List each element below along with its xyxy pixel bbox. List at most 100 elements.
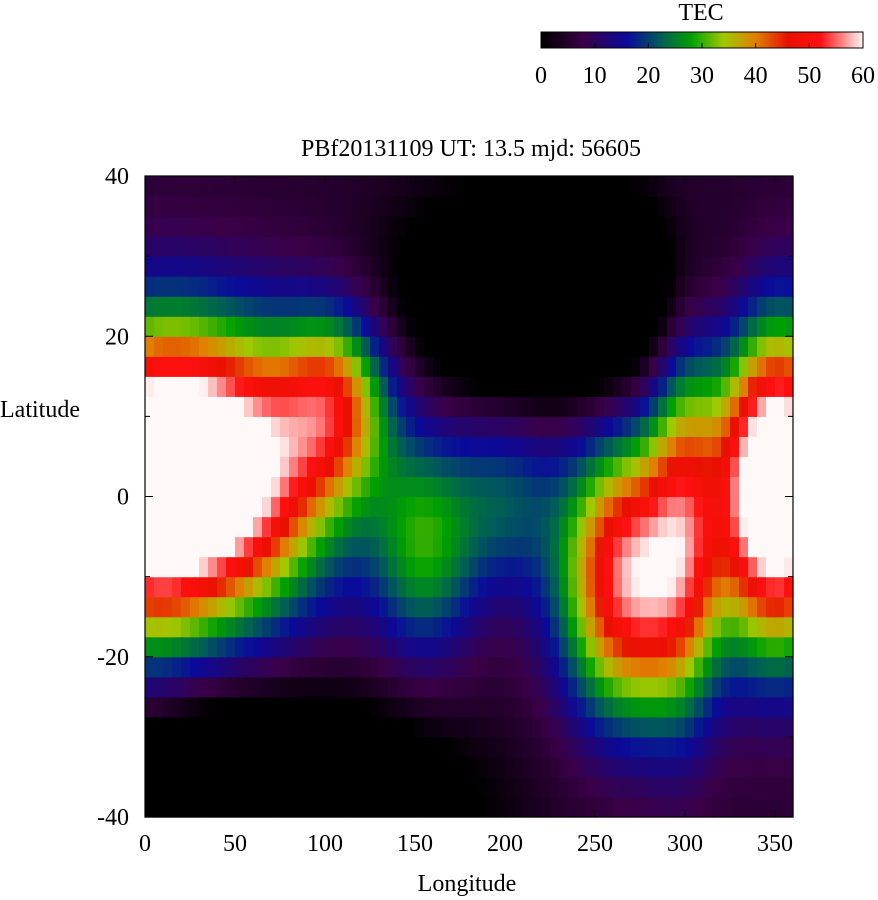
heatmap-cell [163,796,173,818]
heatmap-cell [145,376,155,397]
heatmap-cell [235,356,245,377]
heatmap-cell [496,736,506,758]
heatmap-cell [649,596,659,618]
heatmap-cell [460,616,470,638]
heatmap-cell [253,556,263,578]
heatmap-cell [640,316,650,337]
heatmap-cell [172,336,182,357]
heatmap-cell [622,756,632,778]
heatmap-cell [496,196,506,217]
x-tick-label: 200 [487,831,523,857]
heatmap-cell [370,696,380,718]
colorbar-label: TEC [678,0,723,26]
heatmap-cell [172,356,182,377]
heatmap-cell [388,556,398,578]
heatmap-cell [622,296,632,317]
heatmap-cell [235,456,245,478]
heatmap-cell [262,716,272,738]
heatmap-cell [172,596,182,618]
heatmap-cell [280,536,290,558]
heatmap-cell [766,376,776,397]
heatmap-cell [469,736,479,758]
heatmap-cell [154,476,164,498]
heatmap-cell [460,456,470,478]
colorbar-tick-label: 10 [583,63,607,89]
heatmap-cell [208,756,218,778]
heatmap-cell [496,796,506,818]
heatmap-cell [307,576,317,598]
heatmap-cell [487,236,497,257]
heatmap-cell [595,556,605,578]
heatmap-cell [307,396,317,417]
heatmap-cell [766,596,776,618]
heatmap-cell [748,276,758,297]
heatmap-cell [334,536,344,558]
heatmap-cell [640,656,650,678]
heatmap-cell [424,696,434,718]
heatmap-cell [208,556,218,578]
heatmap-cell [433,796,443,818]
heatmap-cell [712,216,722,237]
heatmap-cell [487,316,497,337]
heatmap-cell [226,696,236,718]
heatmap-cell [145,196,155,217]
heatmap-cell [604,416,614,438]
heatmap-cell [550,296,560,317]
heatmap-cell [460,316,470,337]
heatmap-cell [631,296,641,317]
heatmap-cell [235,596,245,618]
heatmap-cell [766,456,776,478]
heatmap-cell [226,256,236,277]
heatmap-cell [451,616,461,638]
heatmap-cell [730,736,740,758]
heatmap-cell [685,456,695,478]
heatmap-cell [298,256,308,277]
heatmap-cell [442,796,452,818]
heatmap-cell [307,716,317,738]
heatmap-cell [424,396,434,417]
heatmap-cell [613,556,623,578]
heatmap-cell [370,716,380,738]
heatmap-cell [235,296,245,317]
heatmap-cell [505,436,515,458]
heatmap-cell [235,516,245,538]
heatmap-cell [343,176,353,197]
heatmap-cell [217,176,227,197]
heatmap-cell [190,576,200,598]
heatmap-cell [478,496,488,518]
heatmap-cell [721,736,731,758]
heatmap-cell [649,536,659,558]
heatmap-cell [442,296,452,317]
heatmap-cell [460,756,470,778]
heatmap-cell [244,436,254,458]
heatmap-cell [433,556,443,578]
heatmap-cell [289,556,299,578]
heatmap-cell [199,376,209,397]
heatmap-cell [586,196,596,217]
heatmap-cell [622,576,632,598]
heatmap-cell [208,276,218,297]
heatmap-cell [739,216,749,237]
heatmap-cell [253,736,263,758]
heatmap-cell [154,316,164,337]
heatmap-cell [685,376,695,397]
heatmap-cell [217,316,227,337]
heatmap-cell [784,176,794,197]
heatmap-cell [514,276,524,297]
heatmap-cell [757,216,767,237]
heatmap-cell [442,216,452,237]
heatmap-cell [388,276,398,297]
heatmap-cell [379,336,389,357]
heatmap-cell [739,456,749,478]
heatmap-cell [280,696,290,718]
heatmap-cell [334,416,344,438]
heatmap-cell [559,716,569,738]
heatmap-cell [775,256,785,277]
heatmap-cell [649,396,659,417]
heatmap-cell [406,516,416,538]
heatmap-cell [289,656,299,678]
heatmap-cell [190,236,200,257]
heatmap-cell [298,776,308,798]
heatmap-cell [586,716,596,738]
heatmap-cell [595,696,605,718]
